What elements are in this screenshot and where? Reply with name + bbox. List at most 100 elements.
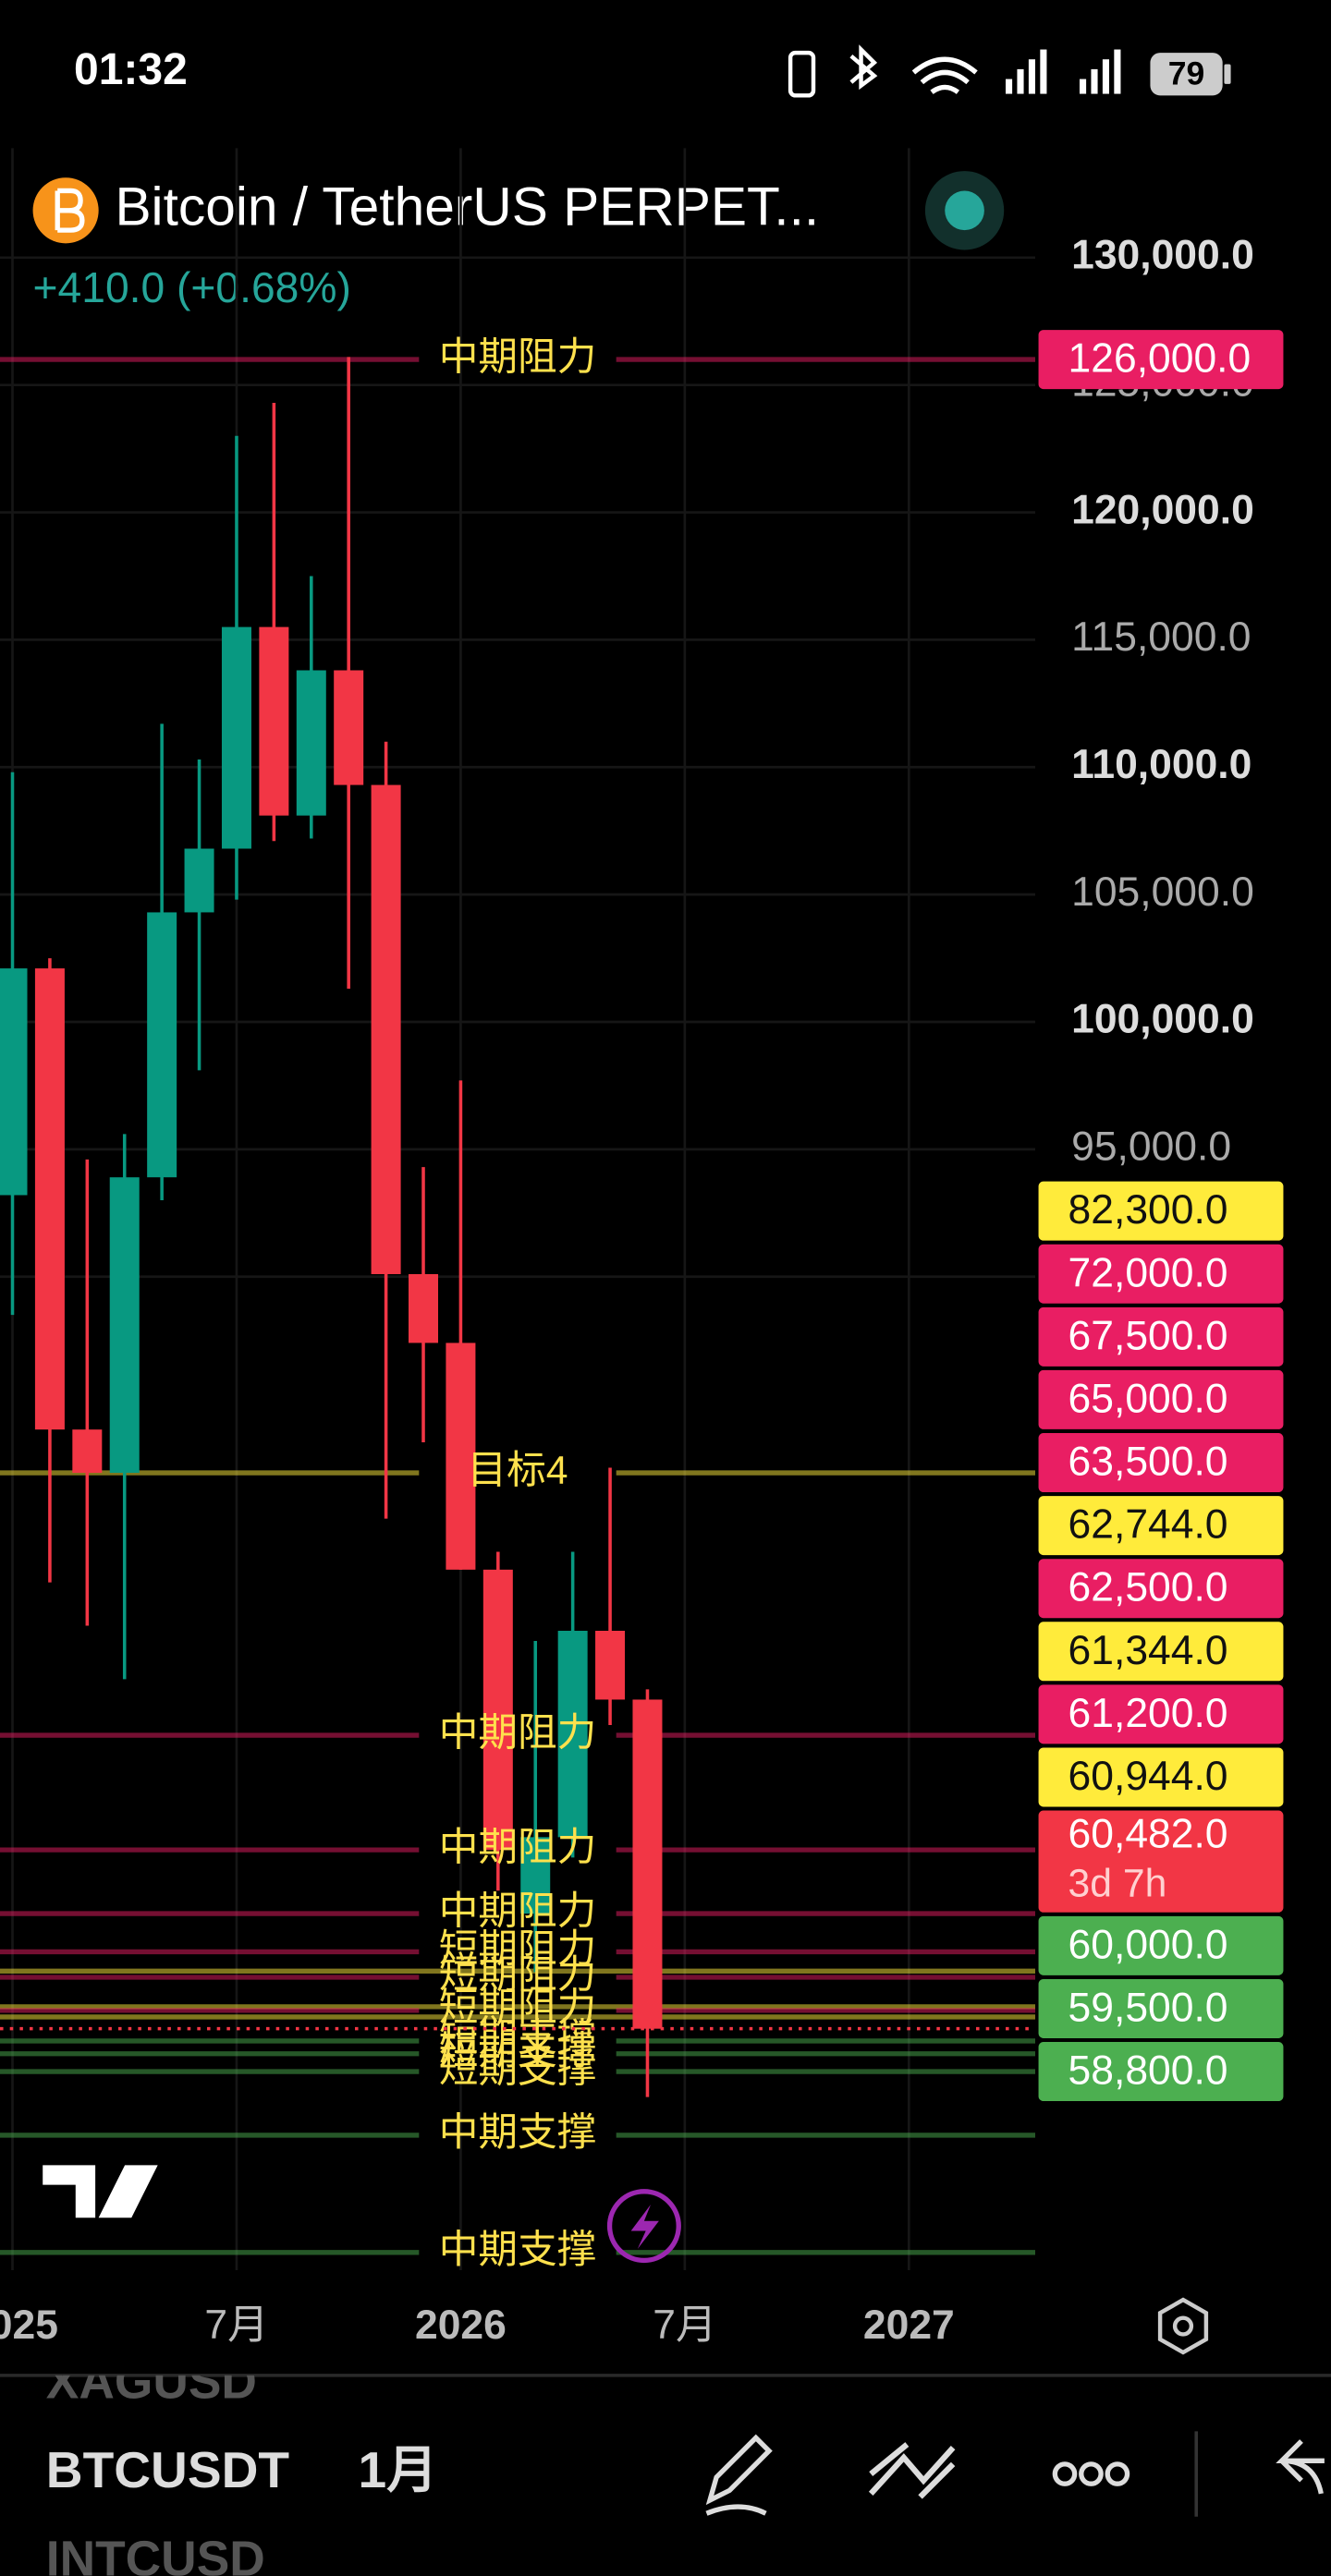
price-tag-label: 82,300.0 [1068, 1187, 1228, 1233]
price-tag [1038, 1559, 1284, 1619]
candle-body [109, 1177, 140, 1474]
level-label: 短期阻力 [439, 1927, 597, 1972]
candle-body [147, 912, 177, 1178]
level-label: 中期阻力 [439, 1825, 597, 1869]
price-tag-label: 61,344.0 [1068, 1628, 1228, 1673]
x-tick-label: 7月 [653, 2303, 716, 2348]
price-change: +410.0 (+0.68%) [33, 263, 351, 311]
y-tick-label: 110,000.0 [1071, 742, 1252, 787]
level-label: 中期阻力 [439, 334, 597, 379]
x-tick-label: 2026 [415, 2303, 507, 2348]
level-label: 短期支撑 [439, 2016, 597, 2060]
price-tag-label: 60,944.0 [1068, 1754, 1228, 1799]
price-tag-label: 58,800.0 [1068, 2048, 1228, 2094]
y-tick-label: 120,000.0 [1071, 487, 1254, 532]
candle-body [632, 1699, 663, 2029]
x-tick-label: 2025 [0, 2303, 58, 2348]
candle-body [595, 1631, 626, 1700]
x-tick-label: 2027 [863, 2303, 955, 2348]
last-price-label: 60,482.0 [1068, 1812, 1228, 1857]
price-tag [1038, 1244, 1284, 1304]
symbol-list: XAGUSD BTCUSDT INTCUSD [46, 2355, 290, 2576]
price-tag [1038, 1369, 1284, 1429]
candle-body [184, 848, 214, 913]
level-label: 短期阻力 [439, 1952, 597, 1997]
x-tick-label: 7月 [204, 2303, 268, 2348]
last-price-tag [1038, 1810, 1284, 1913]
candle-body [221, 626, 251, 849]
price-tag-label: 60,000.0 [1068, 1922, 1228, 1967]
level-label: 中期支撑 [439, 2110, 597, 2155]
price-tag-label: 62,500.0 [1068, 1565, 1228, 1610]
clock: 01:32 [74, 45, 188, 94]
price-tag-label: 72,000.0 [1068, 1250, 1228, 1295]
candle-body [557, 1631, 588, 1838]
candle-body [334, 670, 364, 785]
level-label: 短期支撑 [439, 2047, 597, 2091]
y-tick-label: 100,000.0 [1071, 997, 1254, 1042]
candle-body [296, 670, 326, 816]
level-label: 短期支撑 [439, 2029, 597, 2073]
lightning-icon [630, 2205, 659, 2249]
y-tick-label: 130,000.0 [1071, 233, 1254, 278]
settings-icon [1172, 2315, 1194, 2337]
market-status-dot[interactable] [945, 190, 984, 231]
draw-button[interactable] [705, 2434, 773, 2516]
candle-body [34, 968, 65, 1430]
level-label: 目标4 [467, 1448, 568, 1492]
candle-body [371, 784, 401, 1274]
symbol-item[interactable]: XAGUSD [46, 2355, 257, 2410]
coin-glyph [55, 188, 85, 233]
price-axis: 130,000.0125,000.0120,000.0115,000.0110,… [1038, 233, 1284, 2102]
time-axis: 2025 7月 2026 7月 2027 [0, 2303, 955, 2348]
y-tick-label: 95,000.0 [1071, 1124, 1231, 1170]
symbol-title[interactable]: Bitcoin / TetherUS PERPET... [115, 176, 819, 237]
candle-body [409, 1273, 439, 1343]
level-label: 中期阻力 [439, 1710, 597, 1755]
tradingview-logo [43, 2165, 158, 2218]
level-label: 中期阻力 [439, 1889, 597, 1933]
price-tag [1038, 1181, 1284, 1241]
more-button[interactable] [1052, 2461, 1130, 2486]
symbol-current[interactable]: BTCUSDT [46, 2441, 290, 2498]
price-tag-label: 65,000.0 [1068, 1376, 1228, 1421]
settings-button[interactable] [1157, 2297, 1209, 2355]
candle-body [446, 1343, 476, 1570]
battery-level: 79 [1168, 55, 1205, 91]
price-tag [1038, 1496, 1284, 1556]
price-tag-label: 62,744.0 [1068, 1502, 1228, 1548]
level-label: 中期支撑 [439, 2228, 597, 2272]
candle-body [520, 1837, 551, 1914]
price-tag [1038, 1978, 1284, 2038]
back-button[interactable] [1276, 2439, 1325, 2495]
price-tag-label: 126,000.0 [1068, 336, 1252, 382]
countdown: 3d 7h [1068, 1862, 1167, 1906]
status-icons [788, 44, 1231, 98]
indicators-button[interactable] [868, 2442, 956, 2499]
price-tag-label: 63,500.0 [1068, 1440, 1228, 1485]
interval-button[interactable]: 1月 [359, 2441, 438, 2498]
price-tag-label: 67,500.0 [1068, 1313, 1228, 1358]
price-tag [1038, 1433, 1284, 1493]
price-tag [1038, 1747, 1284, 1807]
price-tag [1038, 1306, 1284, 1367]
price-tag [1038, 330, 1284, 390]
symbol-item[interactable]: INTCUSD [46, 2533, 265, 2576]
candle-body [259, 626, 289, 816]
plot-area: 中期阻力目标4中期阻力中期阻力中期阻力短期阻力短期阻力短期阻力短期支撑短期支撑短… [0, 148, 1035, 2272]
price-tag [1038, 2042, 1284, 2102]
level-label: 短期阻力 [439, 1986, 597, 2030]
price-tag-label: 59,500.0 [1068, 1985, 1228, 2030]
price-tag [1038, 1915, 1284, 1975]
candle-body [0, 968, 28, 1196]
candle-body [482, 1569, 513, 1851]
y-tick-label: 105,000.0 [1071, 869, 1254, 915]
price-tag-label: 61,200.0 [1068, 1691, 1228, 1736]
lightning-button[interactable] [606, 2189, 681, 2264]
price-tag [1038, 1684, 1284, 1744]
price-tag [1038, 1622, 1284, 1682]
y-tick-label: 115,000.0 [1071, 614, 1251, 660]
candle-body [72, 1429, 103, 1474]
